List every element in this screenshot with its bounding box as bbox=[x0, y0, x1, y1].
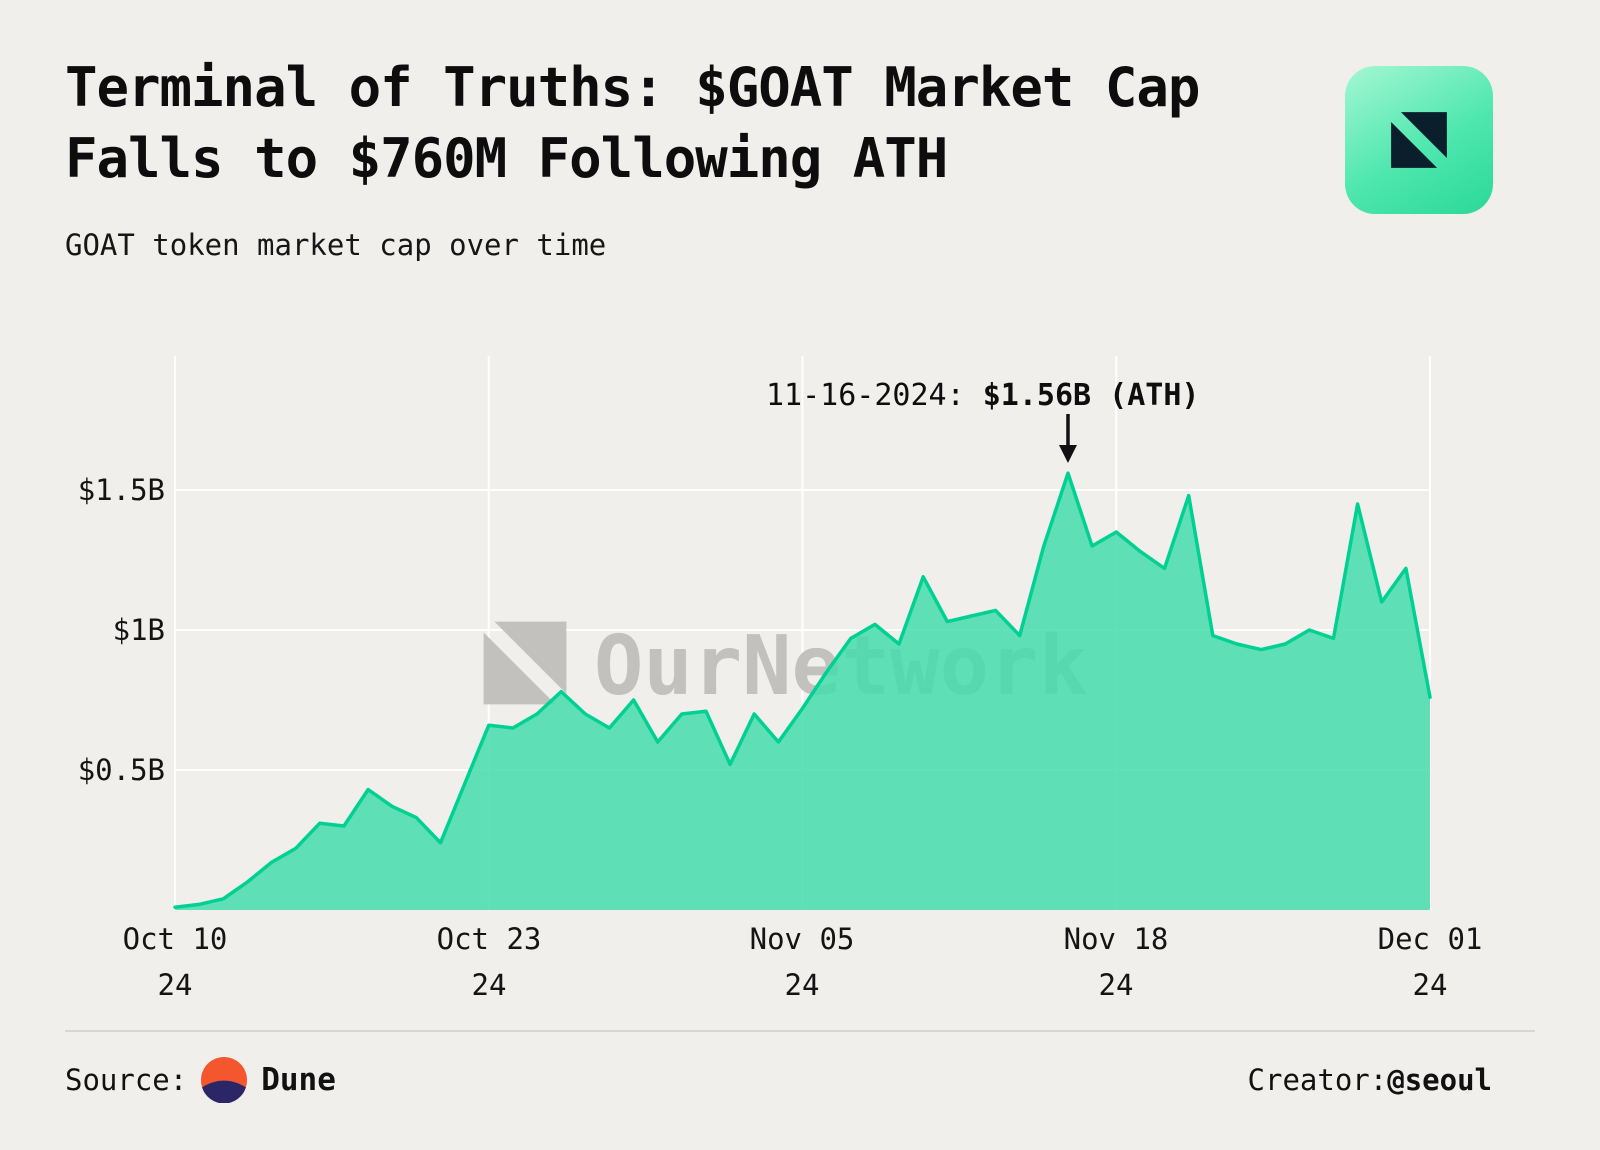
area-fill bbox=[175, 473, 1430, 910]
x-tick-date: Dec 01 bbox=[1377, 922, 1483, 956]
title-emphasis: Terminal of Truths: bbox=[65, 56, 665, 119]
creator-name: @seoul bbox=[1387, 1063, 1492, 1097]
creator-attribution: Creator: @seoul bbox=[1248, 1054, 1492, 1106]
area-line bbox=[173, 471, 1432, 909]
x-tick-year: 24 bbox=[1098, 968, 1134, 1002]
x-tick-year: 24 bbox=[1412, 968, 1448, 1002]
ournetwork-logo bbox=[1345, 66, 1493, 214]
x-tick-date: Oct 23 bbox=[436, 922, 542, 956]
x-axis-label: Oct 23 24 bbox=[369, 916, 609, 1008]
watermark-logo-icon bbox=[483, 632, 556, 705]
x-tick-date: Nov 18 bbox=[1063, 922, 1169, 956]
source-label: Source: bbox=[65, 1063, 188, 1097]
creator-label: Creator: bbox=[1247, 1063, 1388, 1097]
x-axis-label: Nov 18 24 bbox=[996, 916, 1236, 1008]
ath-arrow-head bbox=[1058, 445, 1077, 463]
x-tick-date: Oct 10 bbox=[122, 922, 228, 956]
y-axis-label: $1.5B bbox=[77, 473, 165, 507]
x-tick-year: 24 bbox=[157, 968, 193, 1002]
page-title: Terminal of Truths: $GOAT Market Cap Fal… bbox=[65, 52, 1215, 195]
source-name: Dune bbox=[261, 1062, 336, 1098]
x-axis-label: Dec 01 24 bbox=[1310, 916, 1550, 1008]
ath-value: $1.56B (ATH) bbox=[982, 378, 1200, 413]
x-tick-year: 24 bbox=[784, 968, 820, 1002]
ournetwork-logo-icon bbox=[1391, 112, 1447, 168]
y-axis-label: $0.5B bbox=[77, 753, 165, 787]
title-rest: $GOAT Market Cap Falls to $760M Followin… bbox=[65, 56, 1200, 191]
y-axis-label: $1B bbox=[112, 613, 165, 647]
x-tick-year: 24 bbox=[471, 968, 507, 1002]
ath-date: 11-16-2024: bbox=[766, 378, 983, 413]
x-tick-date: Nov 05 bbox=[749, 922, 855, 956]
x-axis-label: Nov 05 24 bbox=[682, 916, 922, 1008]
ath-annotation: 11-16-2024: $1.56B (ATH) bbox=[766, 378, 1200, 413]
source-attribution: Source: Dune bbox=[65, 1054, 336, 1106]
dune-logo-icon bbox=[201, 1057, 248, 1103]
footer-divider bbox=[65, 1030, 1535, 1032]
x-axis-label: Oct 10 24 bbox=[55, 916, 295, 1008]
watermark-logo-icon bbox=[494, 621, 567, 694]
chart-subtitle: GOAT token market cap over time bbox=[65, 228, 607, 262]
